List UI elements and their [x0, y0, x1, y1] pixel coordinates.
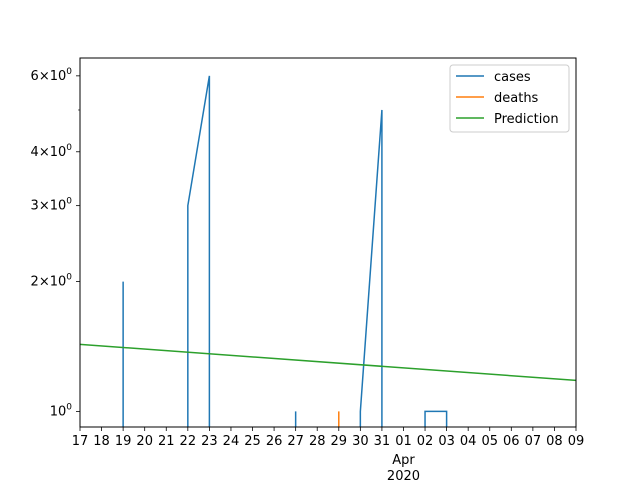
x-tick-label: 25 — [244, 434, 261, 449]
x-tick-label: 20 — [136, 434, 153, 449]
series-line — [79, 343, 577, 382]
x-month-label: Apr — [392, 453, 415, 468]
x-tick-label: 05 — [481, 434, 498, 449]
y-tick-label: 100 — [50, 402, 73, 419]
x-tick-label: 24 — [223, 434, 240, 449]
x-tick-label: 02 — [417, 434, 434, 449]
legend-label: deaths — [494, 91, 539, 106]
x-tick-label: 06 — [503, 434, 520, 449]
y-tick-label: 4×100 — [31, 143, 73, 160]
legend-box — [449, 64, 570, 133]
y-tick-label: 6×100 — [31, 67, 73, 84]
x-tick-label: 07 — [525, 434, 542, 449]
x-tick-label: 21 — [158, 434, 175, 449]
x-tick-label: 23 — [201, 434, 218, 449]
x-tick-label: 08 — [546, 434, 563, 449]
x-tick-label: 30 — [352, 434, 369, 449]
x-tick-label: 04 — [460, 434, 477, 449]
x-tick-label: 19 — [115, 434, 132, 449]
x-year-label: 2020 — [387, 469, 420, 480]
x-tick-label: 01 — [395, 434, 412, 449]
x-tick-label: 22 — [180, 434, 197, 449]
legend: cases deaths Prediction — [449, 64, 570, 133]
y-tick-label: 2×100 — [31, 273, 73, 290]
legend-label: cases — [494, 70, 531, 85]
y-tick-label: 3×100 — [31, 197, 73, 214]
x-tick-label: 28 — [309, 434, 326, 449]
series-prediction — [79, 343, 577, 382]
x-tick-label: 03 — [438, 434, 455, 449]
x-tick-label: 29 — [331, 434, 348, 449]
legend-label: Prediction — [494, 112, 559, 127]
plot-frame — [79, 57, 577, 428]
series-line — [187, 75, 211, 427]
series-line — [424, 410, 448, 427]
x-tick-label: 09 — [568, 434, 585, 449]
series-layer — [79, 75, 577, 427]
x-tick-label: 18 — [93, 434, 110, 449]
series-cases — [122, 75, 448, 427]
x-tick-label: 27 — [287, 434, 304, 449]
axis-layer: 17 18 19 20 21 22 23 24 25 26 27 28 29 30 31 01 02 03 04 05… — [31, 67, 585, 480]
x-tick-label: 31 — [374, 434, 391, 449]
series-line — [359, 109, 383, 427]
x-tick-label: 26 — [266, 434, 283, 449]
x-tick-label: 17 — [72, 434, 89, 449]
